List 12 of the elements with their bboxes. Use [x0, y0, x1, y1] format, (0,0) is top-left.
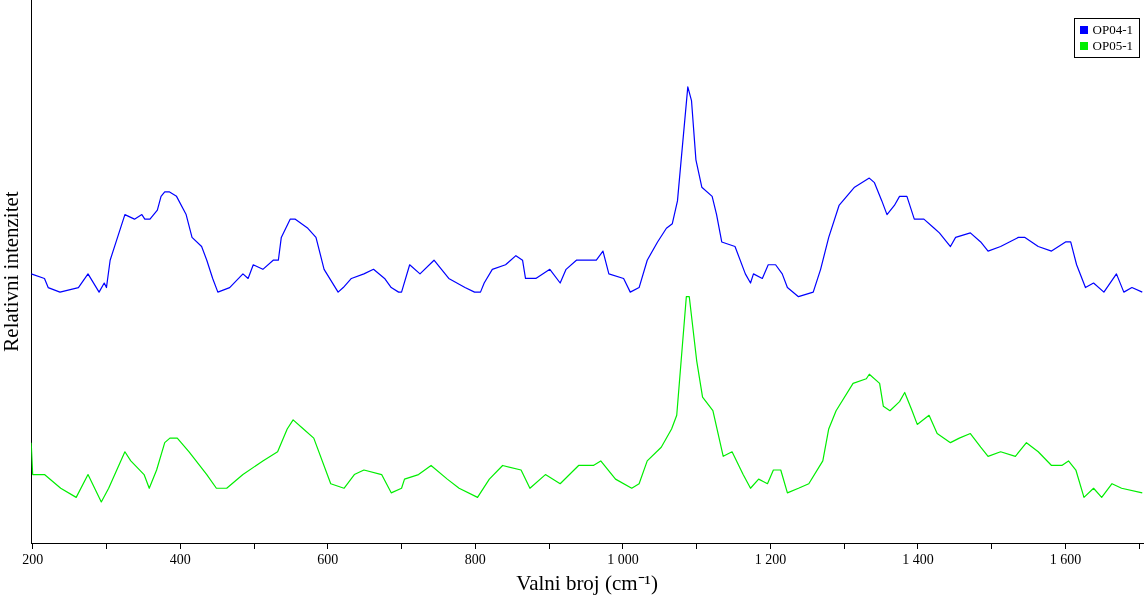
- x-tick-label: 200: [22, 552, 44, 568]
- x-tick-label: 1 400: [902, 552, 934, 568]
- x-tick-label: 600: [317, 552, 339, 568]
- legend-label: OP04-1: [1091, 22, 1133, 38]
- legend-label: OP05-1: [1091, 38, 1133, 54]
- x-tick-label: 1 000: [607, 552, 639, 568]
- x-tick-label: 1 600: [1049, 552, 1082, 568]
- y-axis-title: Relativni intenzitet: [0, 191, 24, 352]
- x-axis-title: Valni broj (cm⁻¹): [516, 570, 658, 595]
- x-tick-label: 800: [464, 552, 486, 568]
- x-tick-label: 400: [169, 552, 191, 568]
- x-tick-label: 1 200: [754, 552, 787, 568]
